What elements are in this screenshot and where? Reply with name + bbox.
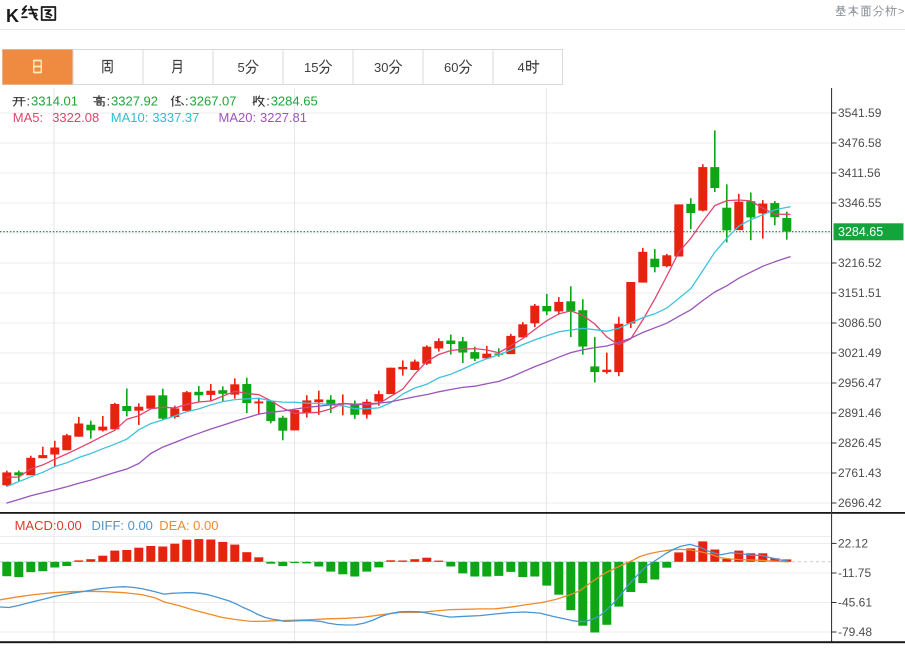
svg-text:K: K: [6, 6, 19, 26]
svg-text:30: 30: [374, 60, 388, 75]
svg-text:3327.92: 3327.92: [111, 94, 158, 109]
svg-text::: :: [27, 94, 31, 109]
svg-text:MA5:: MA5:: [13, 110, 43, 125]
svg-text:3314.01: 3314.01: [31, 94, 78, 109]
svg-text:3346.55: 3346.55: [838, 196, 882, 210]
svg-text:2891.46: 2891.46: [838, 406, 882, 420]
svg-text:3337.37: 3337.37: [152, 110, 199, 125]
svg-text:MACD:0.00: MACD:0.00: [15, 518, 82, 533]
svg-text:3216.52: 3216.52: [838, 256, 882, 270]
svg-text::: :: [107, 94, 111, 109]
svg-text:4: 4: [518, 60, 525, 75]
svg-text:-11.75: -11.75: [838, 566, 871, 580]
svg-text:3322.08: 3322.08: [52, 110, 99, 125]
svg-text:>: >: [898, 6, 904, 18]
svg-text:-45.61: -45.61: [838, 596, 872, 610]
svg-text:3151.51: 3151.51: [838, 286, 882, 300]
svg-text:2956.47: 2956.47: [838, 376, 882, 390]
svg-text:DIFF: 0.00: DIFF: 0.00: [92, 518, 153, 533]
svg-text:2761.43: 2761.43: [838, 466, 882, 480]
svg-text:2826.45: 2826.45: [838, 436, 882, 450]
svg-text::: :: [185, 94, 189, 109]
svg-text:3476.58: 3476.58: [838, 136, 882, 150]
svg-text:2696.42: 2696.42: [838, 496, 882, 510]
svg-text:60: 60: [444, 60, 458, 75]
svg-text:DEA: 0.00: DEA: 0.00: [159, 518, 218, 533]
svg-text:-79.48: -79.48: [838, 625, 872, 639]
svg-text:22.12: 22.12: [838, 536, 868, 550]
svg-text:3284.65: 3284.65: [838, 225, 883, 239]
svg-text:15: 15: [304, 60, 318, 75]
svg-text:MA10:: MA10:: [111, 110, 149, 125]
svg-text:3284.65: 3284.65: [271, 94, 318, 109]
svg-text:3267.07: 3267.07: [190, 94, 237, 109]
svg-text::: :: [266, 94, 270, 109]
svg-text:3227.81: 3227.81: [260, 110, 307, 125]
svg-text:3411.56: 3411.56: [838, 166, 881, 180]
svg-text:3541.59: 3541.59: [838, 106, 882, 120]
svg-text:3086.50: 3086.50: [838, 316, 882, 330]
svg-text:3021.49: 3021.49: [838, 346, 882, 360]
svg-text:5: 5: [238, 60, 245, 75]
svg-text:MA20:: MA20:: [219, 110, 257, 125]
